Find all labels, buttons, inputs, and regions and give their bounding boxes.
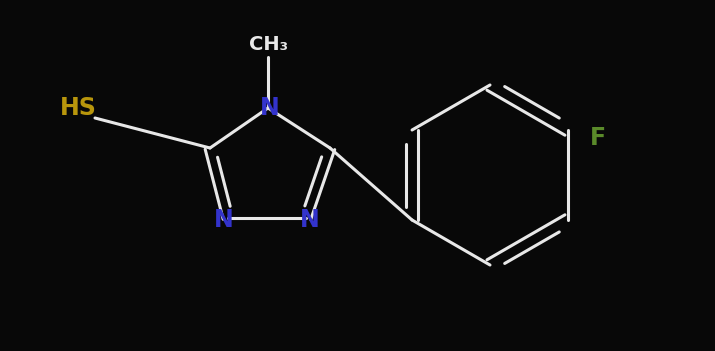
Text: F: F bbox=[590, 126, 606, 150]
Text: CH₃: CH₃ bbox=[249, 35, 287, 54]
Text: N: N bbox=[300, 208, 320, 232]
Text: N: N bbox=[214, 208, 234, 232]
Text: N: N bbox=[260, 96, 280, 120]
Text: HS: HS bbox=[60, 96, 97, 120]
